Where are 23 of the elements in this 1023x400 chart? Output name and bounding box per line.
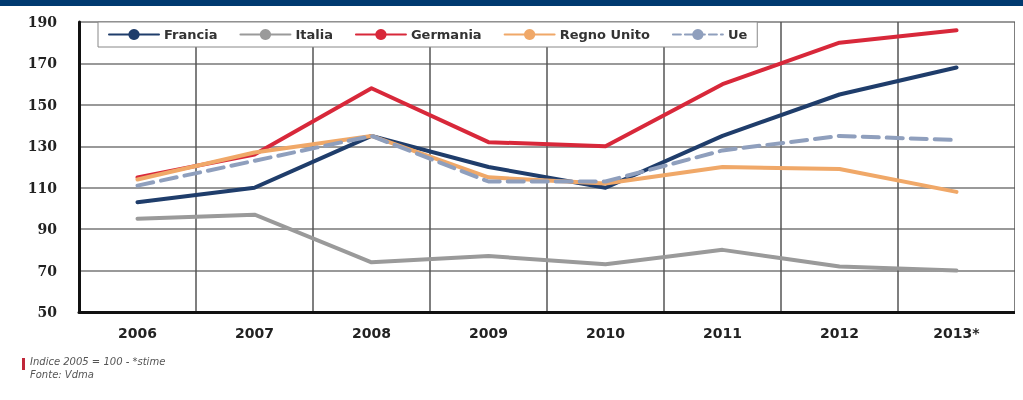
y-tick-label: 190 [27,14,58,30]
y-tick-label: 130 [27,138,58,155]
legend-label: Italia [295,27,333,42]
x-tick-label: 2011 [703,325,742,341]
x-tick-label: 2007 [235,325,274,341]
x-tick-label: 2008 [352,325,391,341]
x-tick-label: 2009 [469,325,508,341]
y-tick-label: 150 [27,96,58,113]
legend-label: Germania [410,27,482,42]
x-tick-label: 2006 [118,325,157,341]
y-tick-label: 110 [27,179,58,196]
x-tick-label: 2013* [933,325,981,341]
source-note: Fonte: Vdma [30,368,94,380]
legend-label: Ue [727,27,748,42]
x-tick-label: 2010 [586,325,626,341]
y-tick-label: 90 [37,221,58,238]
y-tick-label: 70 [37,262,58,279]
y-tick-label: 170 [27,55,58,72]
x-tick-label: 2012 [820,325,859,341]
legend-label: Francia [164,27,218,42]
text: Indice 2005 = 100 - *stime [30,355,166,367]
legend-label: Regno Unito [559,27,650,42]
y-tick-label: 50 [37,304,58,320]
